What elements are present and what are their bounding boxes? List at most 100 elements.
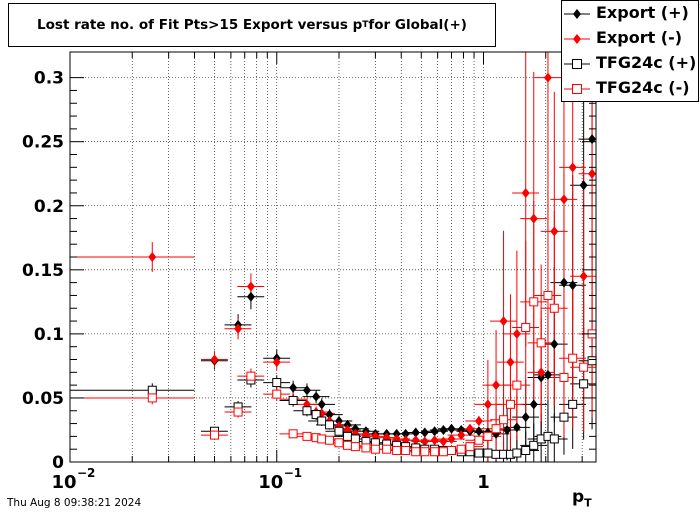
data-point-tfg-plus [521,445,531,455]
data-point-tfg-minus [325,435,335,445]
data-point-export-minus [512,328,521,339]
data-point-tfg-minus [456,444,466,454]
legend-entry-tfg-minus: TFG24c (-) [562,76,700,101]
data-point-export-minus [483,399,492,410]
legend-marker-tfg-plus [564,59,590,69]
data-point-export-plus [521,412,530,423]
data-point-tfg-minus [474,435,484,445]
data-point-tfg-minus [411,447,421,457]
data-point-export-minus [420,436,429,447]
data-point-export-plus [550,339,559,350]
data-point-export-minus [272,357,281,368]
data-point-tfg-plus [579,379,589,389]
data-point-export-minus [550,226,559,237]
data-point-tfg-minus [559,372,569,382]
data-point-export-plus [289,382,298,393]
data-point-export-minus [474,416,483,426]
data-point-export-plus [317,399,326,410]
data-point-tfg-minus [420,447,430,457]
data-point-tfg-plus [587,356,597,366]
data-point-tfg-plus [568,399,578,409]
data-point-tfg-minus [288,429,298,439]
data-point-export-plus [474,426,483,437]
legend-marker-tfg-minus [564,84,590,94]
data-point-export-plus [312,391,321,402]
data-point-export-plus [543,369,552,380]
y-tick-label: 0.15 [22,261,64,281]
legend-label-tfg-plus: TFG24c (+) [596,53,697,72]
data-point-tfg-minus [491,424,501,434]
data-point-tfg-plus [559,412,569,422]
x-tick-label: 10 [51,472,76,493]
legend-label-tfg-minus: TFG24c (-) [596,78,690,97]
data-point-tfg-minus [302,431,312,441]
data-point-tfg-minus [233,407,243,417]
data-point-export-minus [499,316,508,327]
data-point-export-plus [447,423,456,434]
data-point-export-plus [351,423,360,434]
data-point-export-plus [537,372,546,383]
data-point-tfg-plus [512,448,522,458]
data-point-export-plus [411,427,420,438]
data-point-tfg-plus [334,426,344,436]
y-tick-label: 0.3 [34,69,64,89]
data-point-tfg-plus [491,449,501,459]
legend-label-export-plus: Export (+) [596,3,689,22]
data-point-export-minus [439,436,448,447]
data-point-tfg-plus [317,416,327,426]
y-tick-label: 0.05 [22,389,64,409]
data-point-tfg-plus [474,448,484,458]
data-point-export-minus [579,271,588,282]
x-tick-exponent: −1 [284,466,302,480]
y-tick-label: 0.25 [22,133,64,153]
data-point-export-plus [392,428,401,439]
data-point-tfg-minus [382,444,392,454]
data-point-tfg-minus [401,445,411,455]
data-point-tfg-minus [512,380,522,390]
data-point-export-minus [492,380,501,391]
data-point-export-minus [588,168,597,179]
data-point-tfg-plus [483,448,493,458]
x-axis-title: pT [572,487,592,509]
data-point-export-minus [411,435,420,446]
data-point-export-minus [148,252,157,262]
data-point-tfg-plus [549,434,559,444]
data-point-export-plus [420,427,429,438]
legend-entry-export-minus: Export (-) [562,26,700,51]
data-point-tfg-plus [529,440,539,450]
data-point-tfg-minus [246,371,256,381]
data-point-export-minus [537,367,546,378]
data-point-tfg-minus [499,415,509,425]
legend-entry-export-plus: Export (+) [562,1,700,26]
chart-markers [147,72,597,459]
data-point-export-plus [512,422,521,433]
legend-marker-export-plus [564,9,590,19]
legend-entry-tfg-plus: TFG24c (+) [562,51,700,76]
data-point-tfg-plus [350,434,360,444]
chart-legend: Export (+) Export (-) TFG24c (+) TFG24c … [561,0,699,102]
chart-title: Lost rate no. of Fit Pts>15 Export versu… [8,3,496,47]
timestamp: Thu Aug 8 09:38:21 2024 [7,497,142,509]
data-point-tfg-minus [529,297,539,307]
chart-title-sub: T [362,20,369,30]
data-point-tfg-minus [350,442,360,452]
data-point-tfg-plus [311,410,321,420]
data-point-tfg-minus [521,322,531,332]
data-point-tfg-plus [302,406,312,416]
data-point-export-minus [529,213,538,224]
data-point-tfg-minus [446,445,456,455]
data-point-tfg-minus [505,399,515,409]
data-point-tfg-minus [370,444,380,454]
data-point-tfg-minus [392,445,402,455]
data-point-export-minus [559,194,568,205]
data-point-tfg-minus [361,443,371,453]
data-point-tfg-minus [317,434,327,444]
data-point-tfg-minus [147,393,157,403]
data-point-export-plus [457,424,466,435]
data-point-export-minus [430,435,439,446]
y-tick-label: 0.2 [34,197,64,217]
data-point-export-plus [325,409,334,420]
chart-title-main: Lost rate no. of Fit Pts>15 Export versu… [37,17,363,33]
data-point-export-plus [343,419,352,430]
